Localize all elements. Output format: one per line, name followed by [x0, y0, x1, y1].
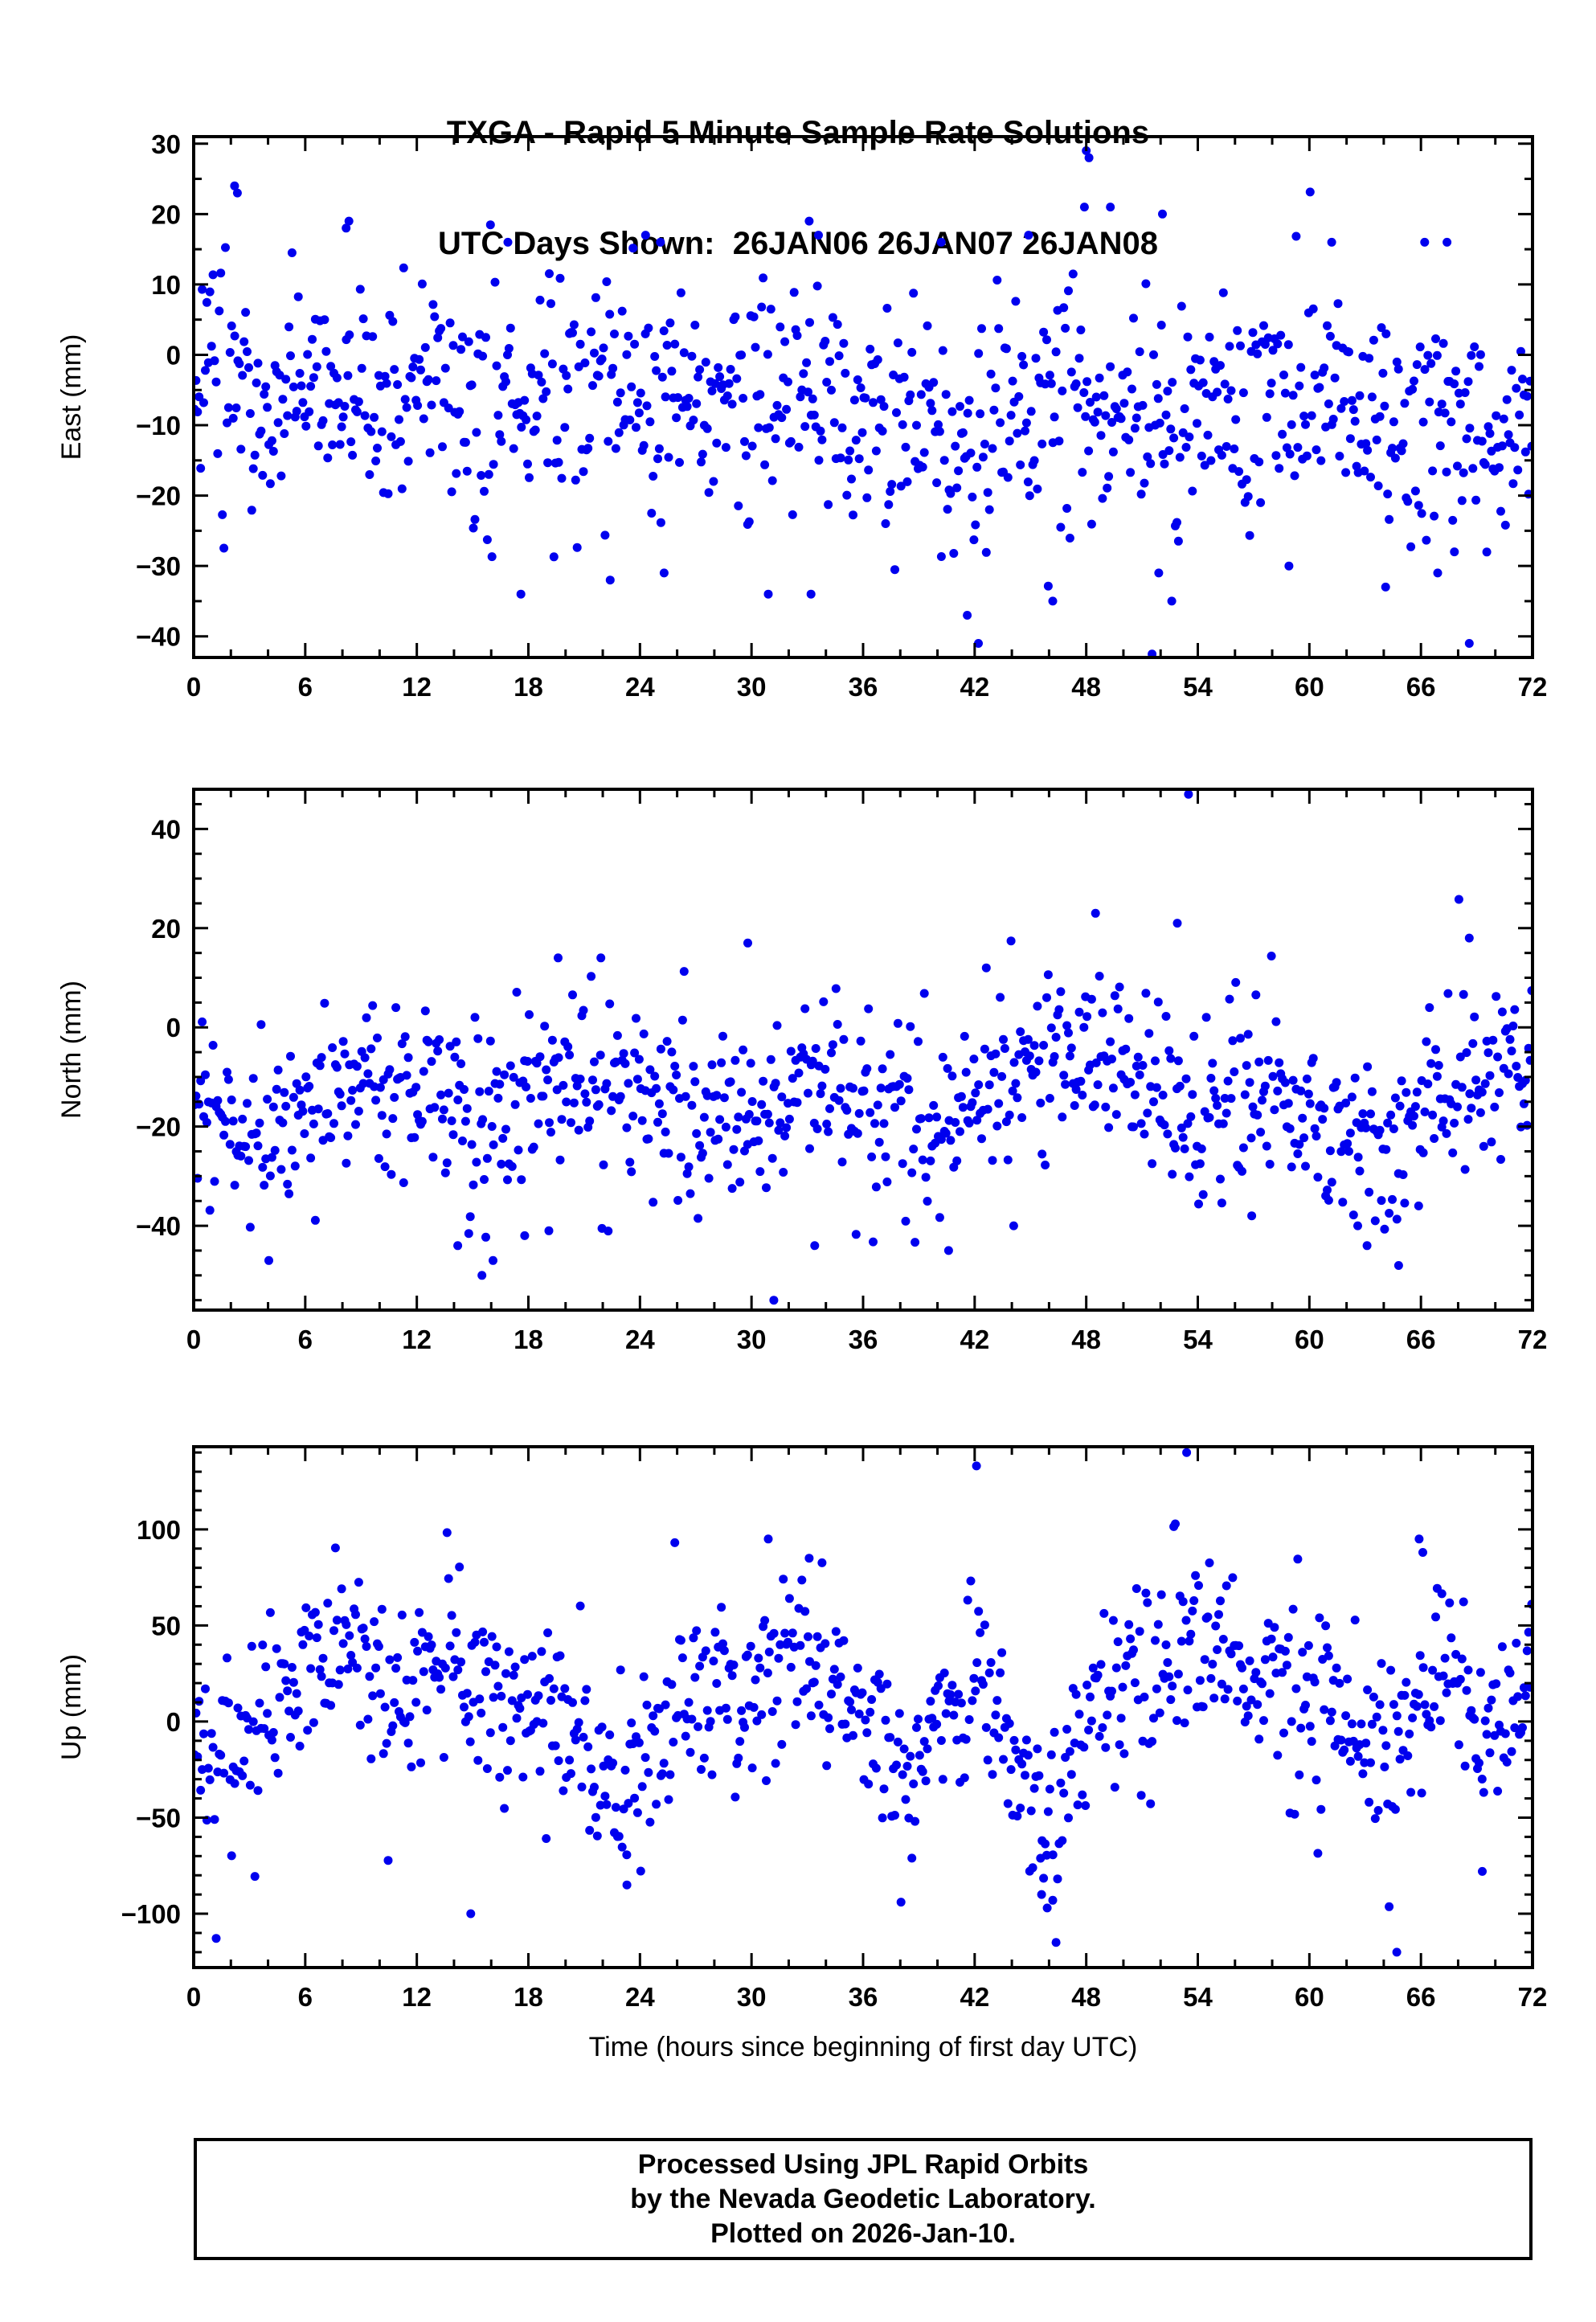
svg-text:48: 48: [1071, 1982, 1101, 2012]
svg-text:18: 18: [514, 1982, 543, 2012]
svg-text:48: 48: [1071, 1325, 1101, 1354]
svg-text:72: 72: [1518, 1325, 1548, 1354]
svg-text:30: 30: [737, 1325, 767, 1354]
east-axis-label: East (mm): [56, 334, 87, 461]
svg-text:−50: −50: [136, 1803, 181, 1833]
svg-text:−20: −20: [136, 1112, 181, 1142]
svg-text:36: 36: [849, 672, 878, 702]
svg-text:−30: −30: [136, 551, 181, 581]
svg-text:100: 100: [137, 1515, 181, 1545]
svg-text:66: 66: [1406, 1982, 1436, 2012]
svg-text:20: 20: [151, 914, 181, 944]
svg-text:66: 66: [1406, 672, 1436, 702]
footer-line-1: Processed Using JPL Rapid Orbits: [637, 2148, 1089, 2180]
svg-text:6: 6: [298, 1982, 313, 2012]
north-axis-label: North (mm): [56, 981, 87, 1119]
svg-text:6: 6: [298, 672, 313, 702]
svg-text:72: 72: [1518, 672, 1548, 702]
svg-text:0: 0: [186, 1325, 201, 1354]
svg-text:20: 20: [151, 199, 181, 229]
east-scatter-chart: 0 6 12 18 24 30 36 42 48 54 60 66 72 −40 −30 −20 −10 0 10 2…: [56, 129, 1548, 702]
svg-text:0: 0: [186, 1982, 201, 2012]
svg-text:−100: −100: [121, 1899, 181, 1929]
up-axis-label: Up (mm): [56, 1654, 87, 1760]
svg-text:60: 60: [1295, 1982, 1324, 2012]
chart-title: TXGA - Rapid 5 Minute Sample Rate Soluti…: [0, 40, 1596, 336]
svg-text:12: 12: [402, 672, 432, 702]
svg-text:42: 42: [960, 1982, 989, 2012]
svg-text:60: 60: [1295, 1325, 1324, 1354]
svg-text:24: 24: [625, 1325, 655, 1354]
svg-text:18: 18: [514, 672, 543, 702]
svg-text:30: 30: [737, 1982, 767, 2012]
footer-box: Processed Using JPL Rapid Orbits by the …: [194, 2138, 1533, 2260]
svg-text:0: 0: [166, 1013, 181, 1042]
x-axis-label: Time (hours since beginning of first day…: [589, 2032, 1138, 2062]
chart-title-line1: TXGA - Rapid 5 Minute Sample Rate Soluti…: [446, 115, 1150, 150]
svg-text:0: 0: [186, 672, 201, 702]
up-scatter-chart: 0 6 12 18 24 30 36 42 48 54 60 66 72 −100 −50 0 50 100 Up …: [56, 1445, 1548, 2062]
svg-text:72: 72: [1518, 1982, 1548, 2012]
svg-text:−40: −40: [136, 1211, 181, 1241]
svg-text:54: 54: [1183, 672, 1213, 702]
svg-text:24: 24: [625, 672, 655, 702]
north-scatter-chart: 0 6 12 18 24 30 36 42 48 54 60 66 72 −40 −20 0 20 40 North…: [56, 788, 1548, 1354]
svg-text:54: 54: [1183, 1982, 1213, 2012]
svg-text:10: 10: [151, 270, 181, 300]
svg-text:48: 48: [1071, 672, 1101, 702]
footer-line-2: by the Nevada Geodetic Laboratory.: [630, 2183, 1096, 2214]
svg-text:6: 6: [298, 1325, 313, 1354]
svg-text:30: 30: [151, 129, 181, 159]
svg-text:60: 60: [1295, 672, 1324, 702]
svg-text:54: 54: [1183, 1325, 1213, 1354]
svg-text:42: 42: [960, 1325, 989, 1354]
svg-text:30: 30: [737, 672, 767, 702]
svg-text:−10: −10: [136, 411, 181, 440]
svg-text:42: 42: [960, 672, 989, 702]
svg-text:66: 66: [1406, 1325, 1436, 1354]
svg-text:−40: −40: [136, 622, 181, 652]
svg-text:18: 18: [514, 1325, 543, 1354]
svg-text:40: 40: [151, 814, 181, 844]
svg-text:36: 36: [849, 1325, 878, 1354]
svg-text:12: 12: [402, 1982, 432, 2012]
svg-text:36: 36: [849, 1982, 878, 2012]
svg-text:0: 0: [166, 1707, 181, 1737]
svg-text:−20: −20: [136, 481, 181, 511]
svg-text:24: 24: [625, 1982, 655, 2012]
footer-line-3: Plotted on 2026-Jan-10.: [710, 2218, 1016, 2249]
svg-text:12: 12: [402, 1325, 432, 1354]
svg-text:50: 50: [151, 1611, 181, 1640]
svg-text:0: 0: [166, 340, 181, 370]
